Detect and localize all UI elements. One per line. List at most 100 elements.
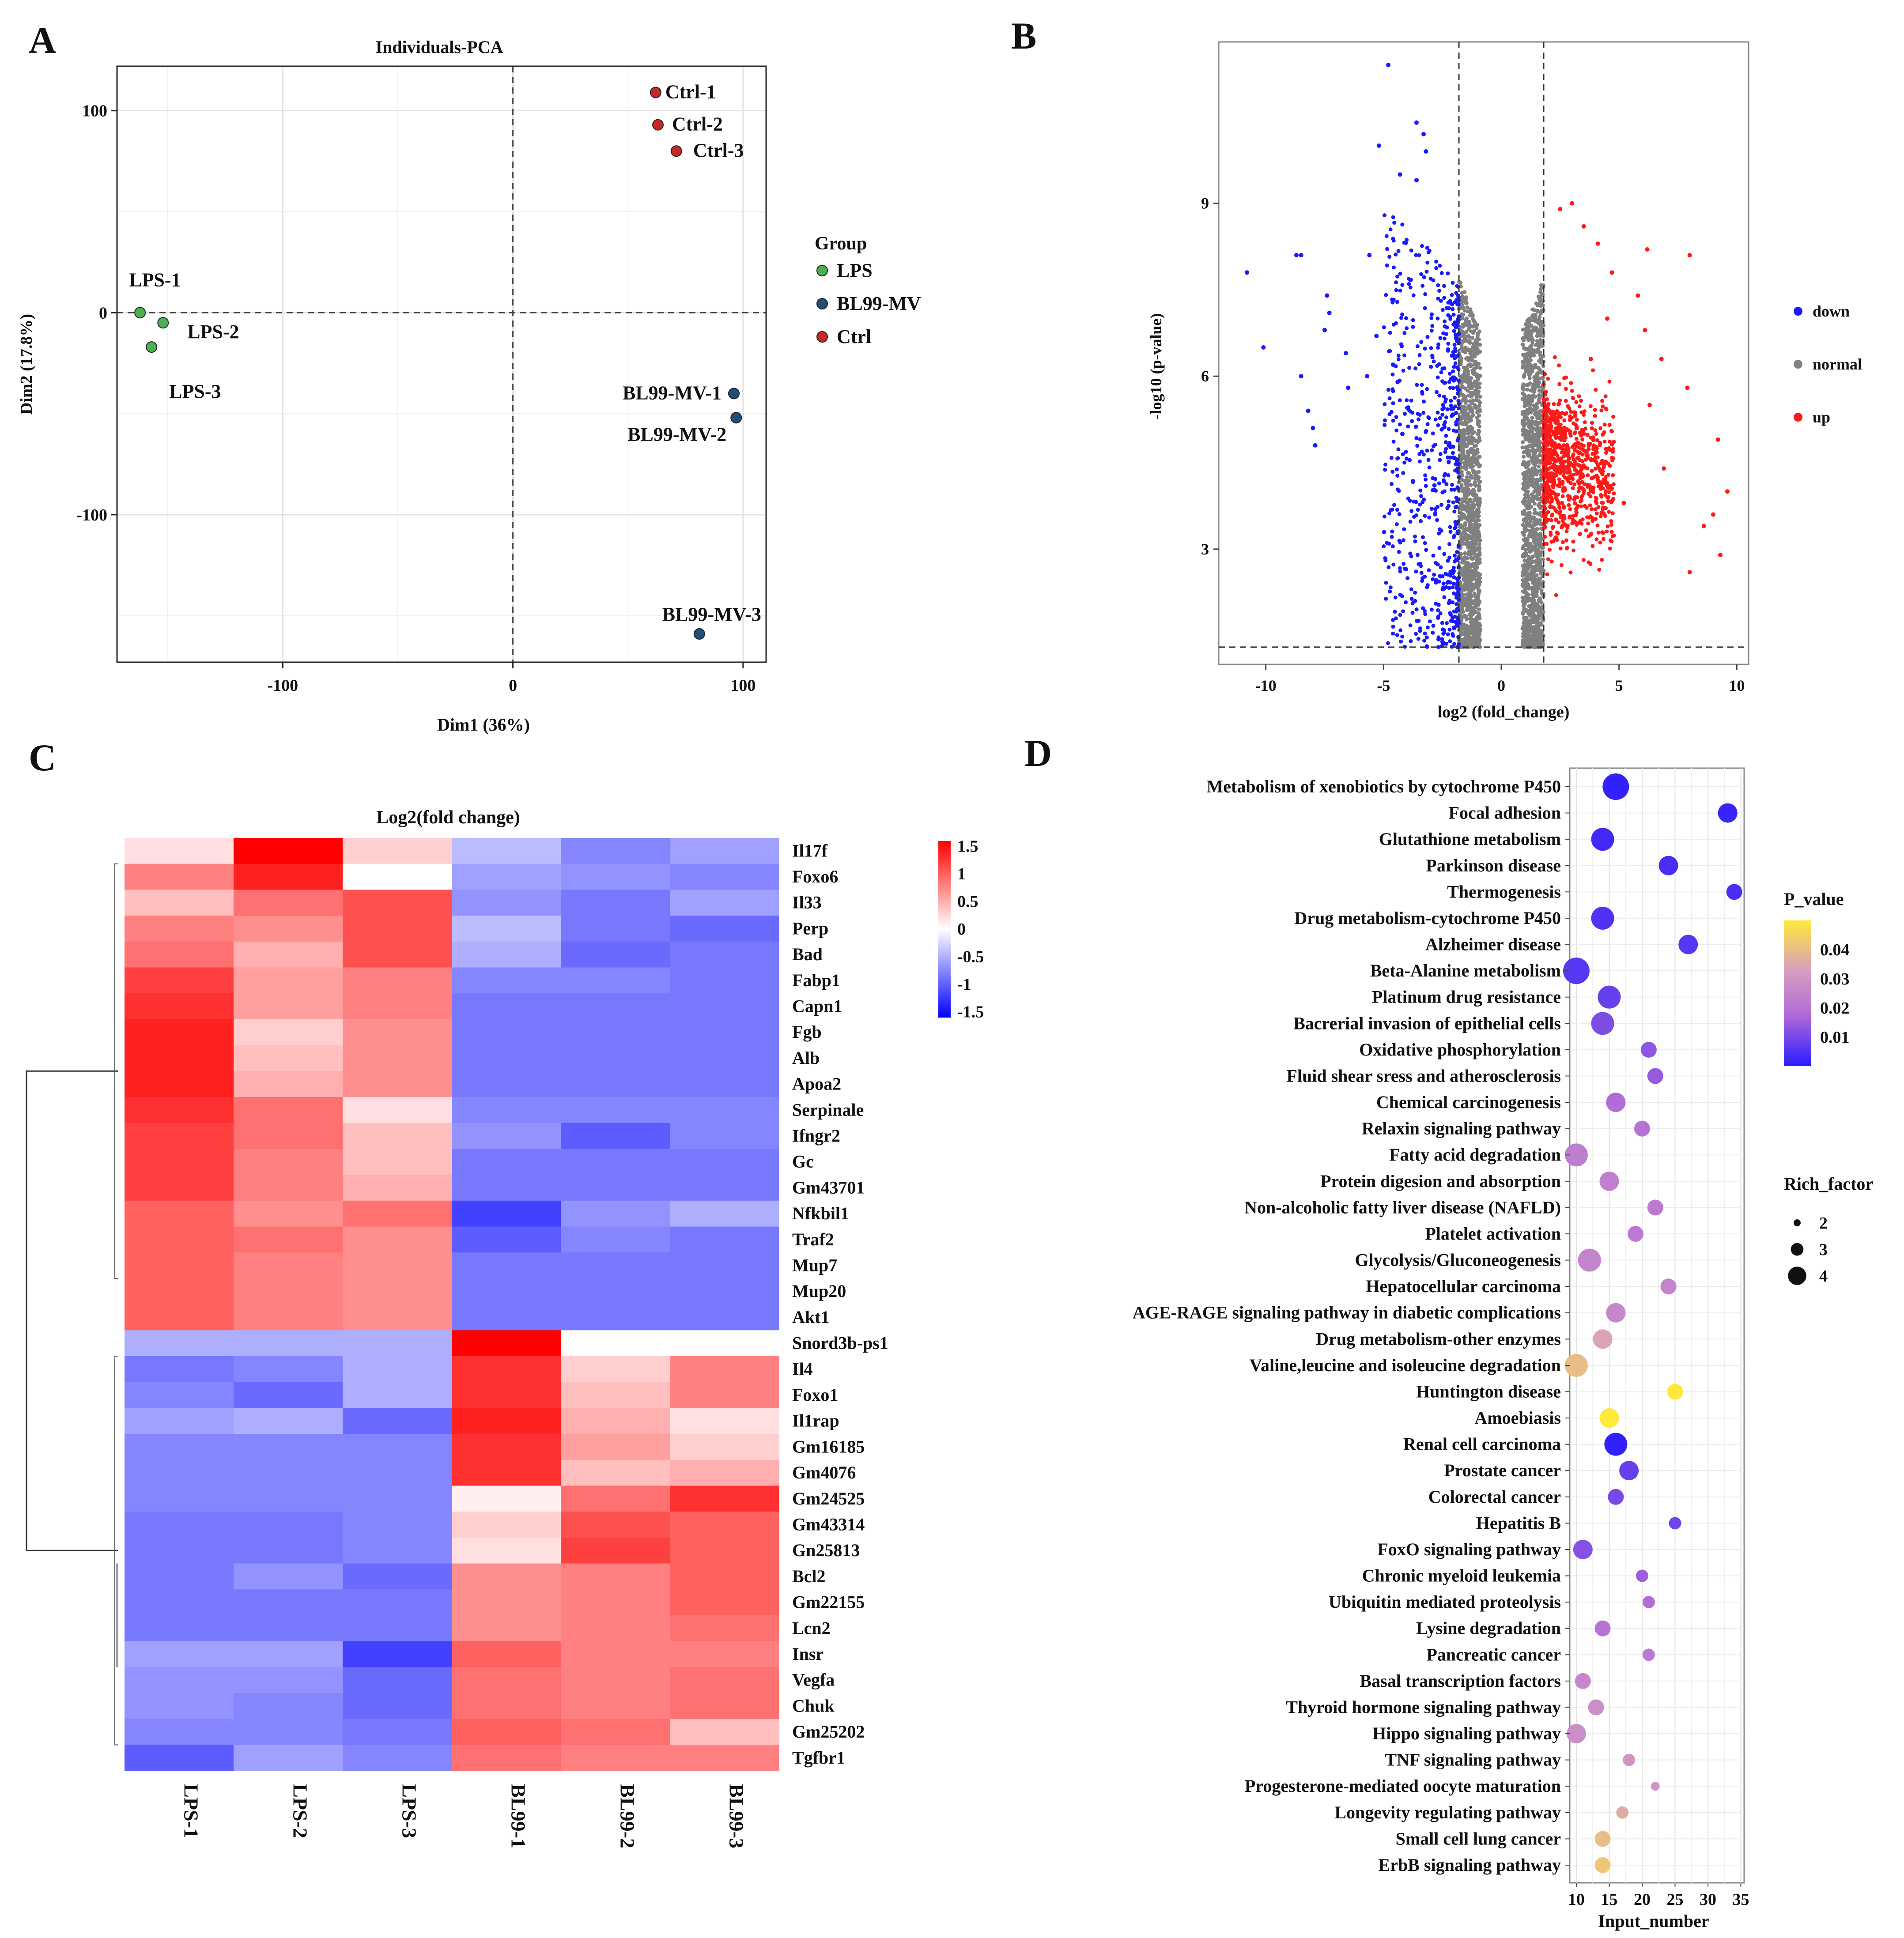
heatmap-cell — [452, 1459, 561, 1486]
volcano-point-down — [1434, 266, 1439, 270]
heatmap-row-label: Akt1 — [792, 1307, 829, 1327]
volcano-point-down — [1406, 424, 1410, 429]
volcano-point-normal — [1538, 635, 1543, 639]
volcano-point-down — [1395, 274, 1400, 279]
volcano-point-up — [1603, 493, 1608, 497]
volcano-point-down — [1394, 288, 1398, 292]
volcano-point-down — [1391, 389, 1395, 393]
volcano-point-up — [1558, 456, 1563, 460]
heatmap-cell — [452, 1330, 561, 1357]
volcano-point-normal — [1470, 448, 1475, 452]
volcano-point-normal — [1522, 497, 1526, 501]
volcano-point-normal — [1463, 397, 1468, 402]
volcano-point-normal — [1527, 394, 1532, 399]
volcano-point-down — [1398, 628, 1403, 633]
volcano-point-normal — [1459, 347, 1464, 351]
volcano-point-up — [1576, 489, 1581, 494]
heatmap-cell — [234, 1512, 343, 1538]
volcano-point-up — [1568, 514, 1572, 519]
heatmap-row-label: Foxo1 — [792, 1385, 838, 1405]
heatmap-cell — [234, 1382, 343, 1408]
volcano-point-normal — [1461, 435, 1466, 440]
volcano-point-normal — [1538, 311, 1543, 316]
heatmap-cell — [670, 993, 779, 1020]
pca-legend-label: Ctrl — [837, 326, 871, 347]
volcano-point-down — [1414, 120, 1419, 125]
heatmap-cell — [125, 941, 234, 968]
volcano-point-down — [1435, 364, 1439, 368]
bubble-point — [1669, 1517, 1681, 1530]
volcano-point-normal — [1532, 452, 1536, 456]
volcano-point-up — [1591, 437, 1596, 441]
heatmap-cell — [670, 1512, 779, 1538]
volcano-point-down — [1414, 619, 1419, 623]
volcano-point-normal — [1538, 540, 1542, 545]
volcano-point-down — [1446, 473, 1451, 477]
bubble-size-legend-title: Rich_factor — [1784, 1174, 1873, 1194]
volcano-point-down — [1299, 374, 1303, 379]
volcano-point-normal — [1536, 370, 1541, 375]
pca-legend-label: LPS — [837, 260, 873, 281]
volcano-point-normal — [1471, 608, 1475, 613]
volcano-point-up — [1546, 557, 1550, 562]
volcano-point-normal — [1527, 596, 1532, 601]
volcano-point-up — [1559, 515, 1563, 520]
volcano-point-normal — [1532, 363, 1536, 368]
volcano-point-down — [1390, 362, 1395, 367]
volcano-point-normal — [1527, 528, 1531, 533]
volcano-point-normal — [1465, 479, 1469, 483]
bubble-pathway-label: AGE-RAGE signaling pathway in diabetic c… — [1133, 1303, 1561, 1323]
volcano-point-up — [1595, 478, 1600, 482]
volcano-point-down — [1451, 535, 1456, 539]
volcano-point-up — [1560, 501, 1564, 505]
volcano-point-up — [1575, 504, 1580, 508]
volcano-point-up — [1612, 491, 1616, 496]
volcano-point-down — [1443, 440, 1448, 445]
volcano-point-down — [1384, 581, 1388, 585]
volcano-point-up — [1571, 421, 1575, 426]
heatmap-cell — [452, 941, 561, 968]
volcano-point-down — [1401, 452, 1405, 456]
volcano-point-down — [1420, 392, 1424, 396]
heatmap-cell — [561, 967, 670, 994]
volcano-point-down — [1453, 468, 1458, 473]
bubble-ticks: 10 15 20 25 30 35 — [1568, 1883, 1749, 1909]
volcano-point-down — [1388, 227, 1393, 232]
pca-plot-frame — [116, 65, 767, 663]
volcano-point-normal — [1466, 460, 1471, 465]
volcano-point-down — [1395, 300, 1399, 304]
volcano-point-down — [1447, 555, 1451, 560]
volcano-point-down — [1391, 439, 1396, 444]
volcano-point-up — [1605, 529, 1609, 534]
volcano-point-down — [1427, 416, 1431, 420]
bubble-point — [1642, 1648, 1655, 1661]
pca-x-tick-label: 0 — [509, 676, 517, 695]
volcano-point-down — [1387, 511, 1391, 516]
volcano-point-up — [1596, 505, 1601, 509]
bubble-x-tick-label: 35 — [1733, 1890, 1749, 1909]
volcano-point-down — [1451, 369, 1455, 373]
volcano-point-normal — [1541, 557, 1545, 562]
volcano-point-up — [1590, 469, 1594, 473]
volcano-point-up — [1551, 418, 1556, 422]
volcano-point-normal — [1463, 432, 1467, 436]
pca-point-label: Ctrl-2 — [672, 113, 723, 135]
volcano-point-up — [1607, 379, 1612, 384]
volcano-point-up — [1544, 513, 1548, 517]
pca-legend-dot — [816, 298, 828, 309]
volcano-point-down — [1404, 449, 1408, 454]
volcano-point-normal — [1531, 497, 1536, 501]
bubble-point — [1642, 1596, 1655, 1609]
volcano-point-normal — [1522, 509, 1526, 513]
volcano-point-normal — [1523, 512, 1528, 517]
heatmap-row-label: Capn1 — [792, 996, 842, 1016]
heatmap-cell — [125, 1382, 234, 1408]
volcano-point-down — [1402, 562, 1406, 566]
volcano-point-down — [1420, 383, 1424, 387]
pca-grid — [117, 66, 766, 662]
heatmap-row-label: Chuk — [792, 1696, 835, 1716]
heatmap-cell — [234, 1486, 343, 1512]
volcano-point-down — [1294, 253, 1299, 258]
volcano-point-down — [1414, 424, 1418, 429]
